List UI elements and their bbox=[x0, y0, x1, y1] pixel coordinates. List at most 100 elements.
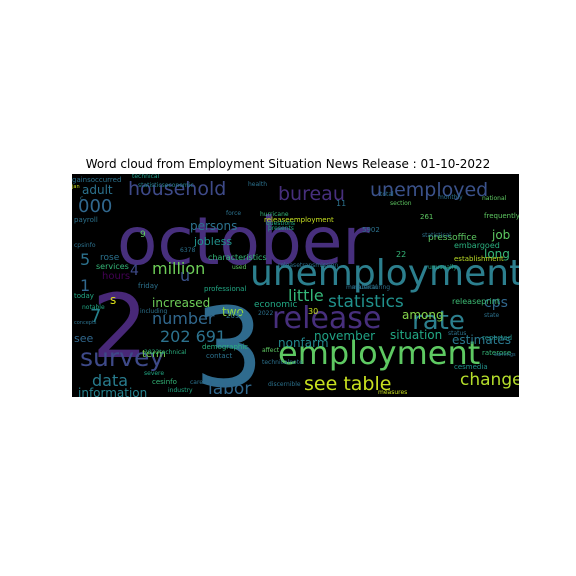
cloud-word: unemployed bbox=[370, 179, 488, 201]
cloud-word: cpsinfo bbox=[74, 242, 96, 249]
cloud-word: term bbox=[142, 349, 166, 360]
cloud-word: technical bbox=[132, 174, 160, 180]
cloud-word: household bbox=[128, 178, 226, 200]
cloud-word: little bbox=[288, 286, 324, 305]
cloud-word: 000 bbox=[78, 196, 112, 217]
cloud-word: jan bbox=[72, 184, 80, 190]
cloud-word: 4 bbox=[130, 263, 139, 279]
cloud-word: release bbox=[272, 301, 381, 336]
cloud-word: characteristics bbox=[208, 253, 267, 262]
cloud-word: material bbox=[352, 284, 377, 291]
cloud-word: discernible bbox=[268, 381, 301, 388]
cloud-word: information bbox=[78, 386, 147, 397]
cloud-word: statistics bbox=[328, 292, 404, 312]
cloud-word: nonfarm bbox=[278, 336, 329, 350]
cloud-word: state bbox=[484, 312, 500, 319]
cloud-word: million bbox=[152, 259, 205, 278]
cloud-word: 5902 bbox=[362, 226, 380, 234]
cloud-word: services bbox=[96, 262, 129, 271]
cloud-word: releaseemployment bbox=[264, 216, 334, 224]
cloud-word: raterose bbox=[482, 349, 511, 357]
cloud-word: demographic bbox=[202, 343, 248, 351]
cloud-word: s bbox=[110, 293, 116, 307]
cloud-word: changed bbox=[460, 370, 519, 390]
cloud-word: 7 bbox=[90, 306, 101, 327]
cloud-word: long bbox=[484, 247, 510, 261]
cloud-word: 9 bbox=[140, 230, 146, 240]
cloud-word: pressoffice bbox=[428, 233, 477, 243]
cloud-word: releaseprint bbox=[452, 297, 500, 306]
cloud-word: among bbox=[402, 308, 444, 322]
cloud-word: 261 bbox=[420, 213, 433, 221]
cloud-word: payroll bbox=[74, 216, 98, 224]
cloud-word: 2022 bbox=[258, 310, 273, 317]
cloud-word: data bbox=[92, 371, 128, 390]
cloud-word: two bbox=[222, 305, 244, 319]
cloud-word: industry bbox=[168, 387, 193, 394]
cloud-word: unemployment bbox=[250, 253, 519, 294]
cloud-word: statisticseconomic bbox=[138, 182, 194, 189]
cloud-word: earnings bbox=[494, 352, 516, 358]
cloud-word: estimates bbox=[452, 333, 511, 347]
cloud-word: frequently bbox=[484, 212, 519, 220]
cloud-word: gainsoccurred bbox=[72, 176, 121, 184]
cloud-word: affect bbox=[262, 347, 280, 354]
cloud-word: presents bbox=[268, 225, 294, 232]
cloud-word: number bbox=[152, 309, 215, 328]
cloud-word: 11 bbox=[336, 199, 346, 208]
cloud-word: 2 bbox=[92, 275, 148, 378]
cloud-word: health bbox=[248, 181, 267, 188]
cloud-word: 22 bbox=[396, 250, 406, 259]
cloud-word: contact bbox=[206, 352, 232, 360]
cloud-word: 6378 bbox=[180, 247, 195, 254]
cloud-word: section bbox=[390, 200, 412, 207]
cloud-word: national bbox=[482, 195, 507, 202]
cloud-word: embargoed bbox=[454, 241, 500, 250]
cloud-word: rate bbox=[412, 306, 465, 336]
cloud-word: employment bbox=[278, 334, 480, 372]
cloud-word: manufacturing bbox=[346, 284, 390, 291]
cloud-word: releasetransmission bbox=[278, 262, 338, 269]
cloud-word: cesmedia bbox=[454, 363, 488, 371]
cloud-word: bureau bbox=[278, 183, 345, 205]
cloud-word: unusually bbox=[428, 264, 457, 271]
cloud-word: establishment bbox=[454, 255, 504, 263]
cloud-word: status bbox=[448, 330, 466, 337]
cloud-word: november bbox=[314, 329, 375, 343]
cloud-word: cps bbox=[484, 295, 508, 311]
cloud-word: questions bbox=[266, 220, 295, 227]
cloud-word: persons bbox=[190, 219, 237, 233]
cloud-word: hurricane bbox=[260, 211, 289, 218]
cloud-word: monthly bbox=[438, 194, 463, 201]
cloud-word: 30 bbox=[308, 307, 318, 316]
cloud-word: used bbox=[232, 264, 247, 271]
cloud-word: u bbox=[180, 266, 190, 285]
cloud-word: survey bbox=[80, 343, 164, 372]
cloud-word: economic bbox=[254, 300, 297, 310]
cloud-word: care bbox=[190, 379, 203, 386]
cloud-word: adult bbox=[82, 183, 113, 197]
cloud-word: 1 bbox=[80, 276, 90, 295]
cloud-word: friday bbox=[138, 282, 158, 290]
cloud-word: jobless bbox=[193, 235, 232, 248]
cloud-word: 2022technical bbox=[144, 349, 187, 356]
cloud-word: situation bbox=[390, 328, 442, 342]
chart-title: Word cloud from Employment Situation New… bbox=[85, 157, 491, 171]
cloud-word: labor bbox=[208, 379, 251, 397]
cloud-word: notable bbox=[82, 304, 105, 311]
cloud-word: see table bbox=[304, 373, 391, 395]
cloud-word: statistical bbox=[422, 232, 451, 239]
cloud-word: total bbox=[380, 191, 394, 198]
cloud-word: reported bbox=[482, 334, 512, 342]
cloud-word: 5 bbox=[80, 250, 90, 269]
cloud-word: hours bbox=[102, 271, 130, 282]
cloud-word: october bbox=[117, 203, 370, 280]
cloud-word: technicalnote bbox=[262, 359, 303, 366]
cloud-word: today bbox=[74, 292, 94, 300]
cloud-word: force bbox=[226, 210, 241, 217]
cloud-word: professional bbox=[204, 285, 246, 293]
cloud-word: see bbox=[74, 332, 93, 345]
cloud-word: including bbox=[140, 308, 168, 315]
cloud-word: cesinfo bbox=[152, 378, 177, 386]
